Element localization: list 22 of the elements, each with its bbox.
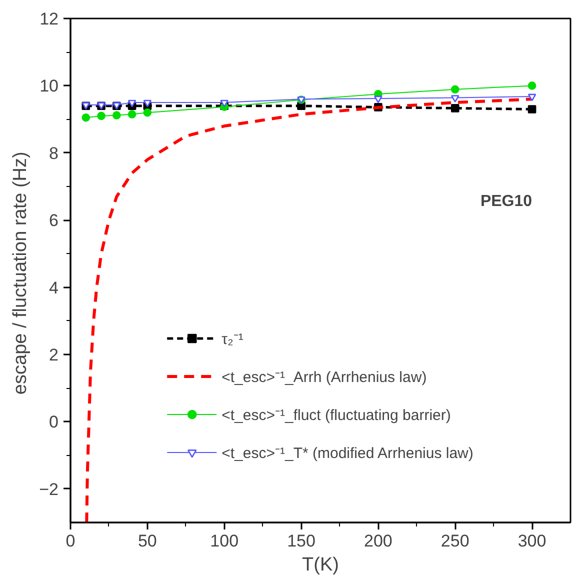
y-tick-label: 8 bbox=[49, 144, 59, 163]
x-tick-label: 300 bbox=[518, 532, 546, 550]
legend-label: τ₂⁻¹ bbox=[222, 330, 244, 348]
legend-label: <t_esc>⁻¹_T* (modified Arrhenius law) bbox=[222, 444, 474, 462]
annotation: PEG10 bbox=[480, 193, 532, 210]
y-axis-title: escape / fluctuation rate (Hz) bbox=[10, 152, 32, 395]
y-tick-label: 2 bbox=[49, 346, 59, 364]
legend-label: <t_esc>⁻¹_Arrh (Arrhenius law) bbox=[222, 368, 427, 386]
x-tick-label: 150 bbox=[287, 532, 316, 550]
y-tick-label: 0 bbox=[49, 412, 59, 432]
x-axis-title: T(K) bbox=[302, 554, 339, 576]
x-tick-label: 0 bbox=[66, 532, 76, 550]
legend-label: <t_esc>⁻¹_fluct (fluctuating barrier) bbox=[222, 406, 451, 424]
x-tick-label: 50 bbox=[138, 532, 157, 550]
y-tick-label: 4 bbox=[49, 278, 59, 298]
x-tick-label: 250 bbox=[440, 532, 470, 550]
y-tick-label: −2 bbox=[39, 480, 59, 499]
x-tick-label: 100 bbox=[210, 532, 239, 550]
y-tick-label: 12 bbox=[40, 10, 59, 28]
x-tick-label: 200 bbox=[364, 532, 392, 550]
y-tick-label: 6 bbox=[49, 211, 59, 230]
y-tick-label: 10 bbox=[40, 76, 59, 96]
